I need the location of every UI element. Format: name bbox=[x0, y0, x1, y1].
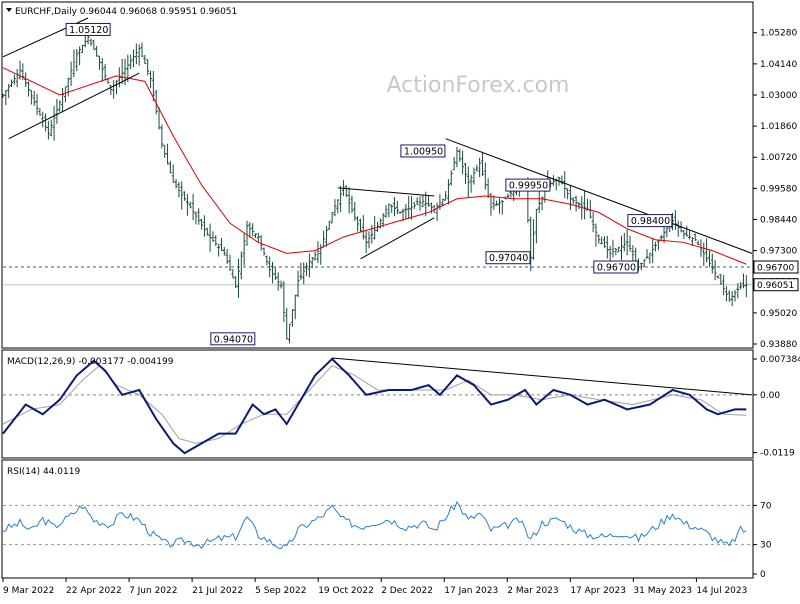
price-label: 1.00950 bbox=[404, 146, 443, 157]
price-label: 0.94070 bbox=[214, 334, 253, 345]
rsi-tick-label: 0 bbox=[760, 570, 766, 580]
macd-tick-label: 0.007384 bbox=[760, 355, 800, 365]
price-label-box bbox=[65, 22, 111, 36]
price-label-box bbox=[210, 332, 256, 346]
price-tick-label: 0.99580 bbox=[760, 184, 797, 194]
x-tick-label: 5 Sep 2022 bbox=[255, 586, 306, 596]
x-tick-label: 9 Mar 2022 bbox=[3, 586, 54, 596]
price-tick-label: 1.03000 bbox=[760, 91, 797, 101]
watermark: ActionForex.com bbox=[387, 73, 570, 98]
x-tick-label: 19 Oct 2022 bbox=[318, 586, 374, 596]
price-tick-label: 0.98440 bbox=[760, 215, 797, 225]
price-label: 0.97040 bbox=[489, 253, 528, 264]
rsi-grid bbox=[3, 504, 752, 546]
price-panel bbox=[1, 1, 754, 349]
price-label-box bbox=[400, 144, 446, 158]
x-tick-label: 17 Jan 2023 bbox=[444, 586, 498, 596]
price-tick-label: 1.05280 bbox=[760, 29, 797, 39]
price-label-box bbox=[485, 251, 531, 265]
price-annotations: 1.05120 0.94070 1.00950 0.99950 0.97040 0.967… bbox=[65, 22, 673, 346]
price-tick-label: 0.97300 bbox=[760, 247, 797, 257]
rsi-lines bbox=[2, 500, 747, 550]
moving-average bbox=[2, 67, 747, 265]
price-label-box bbox=[593, 260, 639, 274]
x-tick-label: 7 Jun 2022 bbox=[129, 586, 177, 596]
macd-tick-label: -0.0119 bbox=[760, 449, 795, 459]
macd-trend-line[interactable] bbox=[332, 357, 753, 396]
moving-average-line bbox=[2, 67, 747, 265]
price-tick-label: 0.93880 bbox=[760, 340, 797, 350]
macd-tick-label: 0.00 bbox=[760, 391, 780, 401]
price-label: 0.96700 bbox=[597, 263, 636, 274]
rsi-line bbox=[2, 500, 747, 550]
last-price-label: 0.96051 bbox=[757, 281, 794, 291]
rsi-axis: 70 30 0 bbox=[753, 501, 772, 580]
x-tick-label: 31 May 2023 bbox=[633, 586, 692, 596]
price-header: EURCHF,Daily 0.96044 0.96068 0.95951 0.9… bbox=[15, 7, 237, 17]
macd-signal-line bbox=[2, 365, 747, 444]
macd-axis: 0.007384 0.00 -0.0119 bbox=[753, 355, 800, 459]
price-tick-label: 1.01860 bbox=[760, 122, 797, 132]
price-label: 1.05120 bbox=[69, 25, 108, 36]
collapse-arrow-icon[interactable] bbox=[6, 8, 12, 12]
x-tick-label: 2 Mar 2023 bbox=[507, 586, 558, 596]
x-tick-label: 2 Dec 2022 bbox=[381, 586, 433, 596]
trend-line[interactable] bbox=[360, 217, 435, 260]
macd-line bbox=[2, 357, 747, 455]
trend-line[interactable] bbox=[337, 187, 435, 197]
level-price-label: 0.96700 bbox=[757, 264, 794, 274]
trend-line[interactable] bbox=[445, 138, 753, 254]
rsi-header: RSI(14) 44.0119 bbox=[7, 467, 80, 477]
x-tick-label: 21 Jul 2022 bbox=[192, 586, 243, 596]
price-tick-label: 1.04140 bbox=[760, 60, 797, 70]
macd-header: MACD(12,26,9) -0.003177 -0.004199 bbox=[7, 357, 174, 367]
price-label-box bbox=[505, 178, 551, 192]
rsi-tick-label: 30 bbox=[760, 541, 772, 551]
rsi-panel bbox=[1, 459, 754, 579]
level-price-box bbox=[753, 260, 799, 274]
x-tick-label: 17 Apr 2023 bbox=[570, 586, 626, 596]
x-tick-label: 14 Jul 2023 bbox=[696, 586, 747, 596]
price-tick-label: 1.00720 bbox=[760, 153, 797, 163]
x-axis: 9 Mar 2022 22 Apr 2022 7 Jun 2022 21 Jul 20… bbox=[2, 578, 747, 596]
macd-lines bbox=[2, 357, 753, 455]
price-axis: 1.05280 1.04140 1.03000 1.01860 1.00720 0.995… bbox=[753, 29, 799, 350]
trend-line[interactable] bbox=[8, 72, 140, 140]
price-label-box bbox=[627, 214, 673, 228]
last-price-box bbox=[753, 278, 799, 292]
price-label: 0.99950 bbox=[509, 181, 548, 192]
price-label: 0.98400 bbox=[631, 216, 670, 227]
x-tick-label: 22 Apr 2022 bbox=[66, 586, 122, 596]
rsi-tick-label: 70 bbox=[760, 501, 772, 511]
price-tick-label: 0.95020 bbox=[760, 309, 797, 319]
